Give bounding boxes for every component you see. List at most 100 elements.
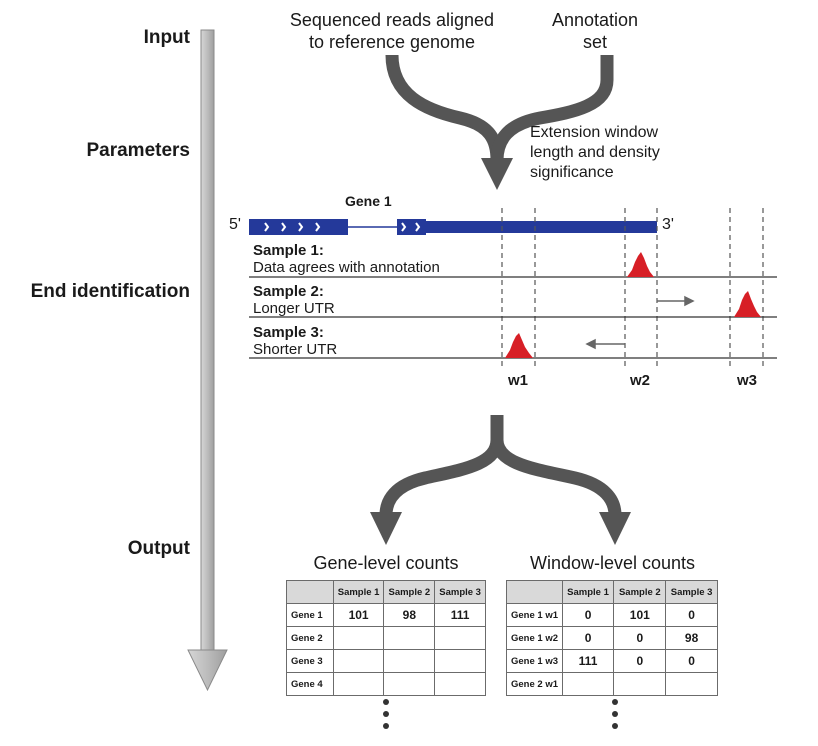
split-arrowhead-left [370, 512, 402, 545]
window-label-w2: w2 [630, 372, 651, 389]
annotation-input-text: Annotation set [535, 9, 655, 53]
window-table-title: Window-level counts [529, 553, 696, 573]
column-header: Sample 3 [434, 580, 486, 604]
reads-line-2: to reference genome [308, 32, 476, 52]
exon-3 [426, 221, 657, 233]
column-header: Sample 2 [383, 580, 436, 604]
table-row: Gene 1 w1 0 101 0 [506, 603, 718, 627]
table-cell [613, 672, 667, 696]
sample-1-description: Data agrees with annotation [253, 259, 440, 276]
exon-1 [249, 219, 348, 235]
sample-3-label: Sample 3: Shorter UTR [253, 324, 337, 358]
sample-2-title: Sample 2: [253, 283, 324, 300]
table-cell: 101 [332, 603, 385, 627]
gene-name: Gene 1 [345, 193, 392, 209]
annotation-line-2: set [582, 32, 607, 52]
parameters-line-2: length and density [530, 144, 660, 161]
window-level-table: Sample 1 Sample 2 Sample 3 Gene 1 w1 0 1… [506, 580, 718, 696]
shift-arrows [585, 295, 695, 350]
table-cell: 111 [434, 603, 486, 627]
row-header: Gene 1 [286, 603, 334, 627]
pipeline-arrow [187, 29, 228, 692]
reads-input-text: Sequenced reads aligned to reference gen… [262, 9, 522, 53]
sample-1-title: Sample 1: [253, 242, 324, 259]
three-prime-label: 3' [662, 216, 674, 233]
table-cell [332, 672, 385, 696]
table-cell: 101 [613, 603, 667, 627]
table-cell [665, 672, 718, 696]
reads-line-1: Sequenced reads aligned [289, 10, 495, 30]
table-row: Gene 4 [286, 672, 486, 696]
row-header: Gene 3 [286, 649, 334, 673]
five-prime-label: 5' [229, 216, 241, 233]
parameters-text: Extension window length and density sign… [530, 123, 710, 183]
table-cell [383, 672, 436, 696]
row-header: Gene 2 [286, 626, 334, 650]
table-cell: 0 [665, 649, 718, 673]
column-header: Sample 2 [613, 580, 667, 604]
table-cell: 0 [665, 603, 718, 627]
row-header: Gene 4 [286, 672, 334, 696]
merge-arrow [385, 54, 614, 161]
table-cell: 98 [383, 603, 436, 627]
table-row: Gene 1 101 98 111 [286, 603, 486, 627]
column-header: Sample 1 [561, 580, 615, 604]
table-cell [561, 672, 615, 696]
table-cell: 98 [665, 626, 718, 650]
table-cell [383, 626, 436, 650]
table-header-row: Sample 1 Sample 2 Sample 3 [506, 580, 718, 604]
peak-sample-1 [627, 252, 654, 277]
stage-parameters-label: Parameters [86, 140, 190, 161]
table-cell [434, 672, 486, 696]
table-cell [332, 649, 385, 673]
exon-2 [397, 219, 426, 235]
annotation-line-1: Annotation [551, 10, 639, 30]
parameters-line-3: significance [530, 164, 614, 181]
table-cell: 0 [561, 603, 615, 627]
sample-3-description: Shorter UTR [253, 341, 338, 358]
peak-sample-2 [734, 291, 761, 317]
table-cell [434, 626, 486, 650]
gene-table-title: Gene-level counts [313, 553, 459, 573]
row-header: Gene 1 w2 [506, 626, 563, 650]
table-cell [434, 649, 486, 673]
sample-2-label: Sample 2: Longer UTR [253, 283, 335, 317]
stage-end-identification-label: End identification [30, 281, 190, 302]
table-cell [383, 649, 436, 673]
table-row: Gene 1 w2 0 0 98 [506, 626, 718, 650]
peak-sample-3 [505, 333, 533, 358]
row-header: Gene 2 w1 [506, 672, 563, 696]
sample-2-description: Longer UTR [253, 300, 335, 317]
merge-arrowhead [481, 158, 513, 190]
split-arrow [379, 415, 622, 516]
table-cell: 0 [613, 626, 667, 650]
table-row: Gene 2 w1 [506, 672, 718, 696]
table-cell: 111 [561, 649, 615, 673]
window-label-w3: w3 [737, 372, 758, 389]
column-header: Sample 1 [332, 580, 385, 604]
sample-1-label: Sample 1: Data agrees with annotation [253, 242, 440, 276]
column-header: Sample 3 [665, 580, 718, 604]
coverage-peaks [505, 252, 761, 358]
more-rows-dots [383, 699, 618, 729]
split-arrowhead-right [599, 512, 631, 545]
stage-input-label: Input [143, 27, 190, 48]
table-row: Gene 3 [286, 649, 486, 673]
table-header-row: Sample 1 Sample 2 Sample 3 [286, 580, 486, 604]
row-header: Gene 1 w3 [506, 649, 563, 673]
parameters-line-1: Extension window [530, 124, 659, 141]
table-cell: 0 [613, 649, 667, 673]
stage-output-label: Output [127, 538, 190, 559]
gene-level-table: Sample 1 Sample 2 Sample 3 Gene 1 101 98… [286, 580, 486, 696]
table-corner-cell [286, 580, 334, 604]
row-header: Gene 1 w1 [506, 603, 563, 627]
table-row: Gene 1 w3 111 0 0 [506, 649, 718, 673]
sample-3-title: Sample 3: [253, 324, 324, 341]
gene-model [249, 219, 657, 235]
table-row: Gene 2 [286, 626, 486, 650]
table-corner-cell [506, 580, 563, 604]
table-cell [332, 626, 385, 650]
window-label-w1: w1 [508, 372, 529, 389]
table-cell: 0 [561, 626, 615, 650]
